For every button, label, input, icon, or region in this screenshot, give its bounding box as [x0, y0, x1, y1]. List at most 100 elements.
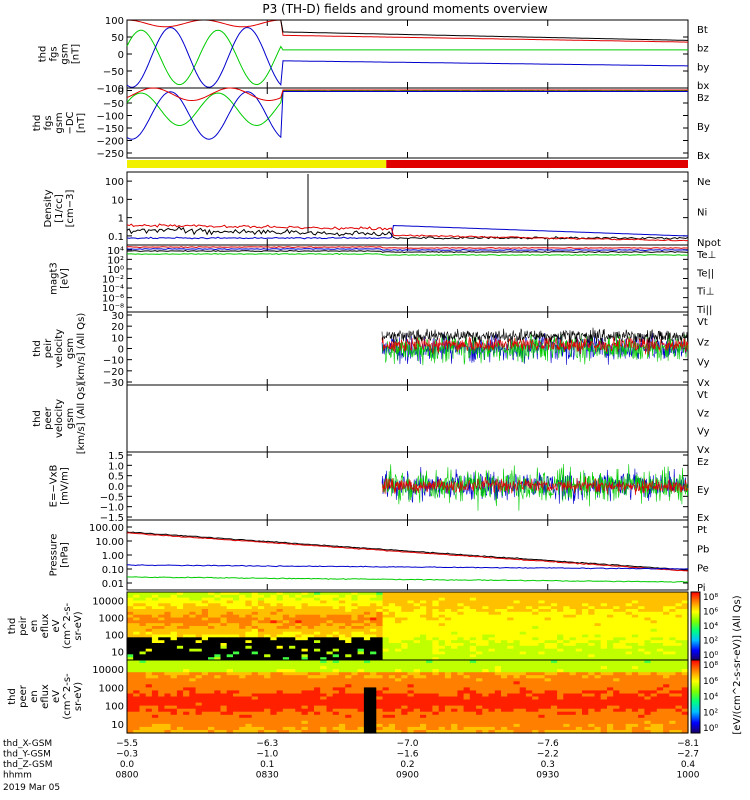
heatmap-cell	[588, 592, 596, 596]
heatmap-cell	[282, 628, 290, 633]
heatmap-cell	[164, 684, 172, 688]
heatmap-cell	[463, 666, 471, 670]
heatmap-cell	[469, 687, 477, 691]
heatmap-cell	[644, 637, 652, 641]
heatmap-cell	[675, 623, 683, 627]
heatmap-cell	[145, 699, 153, 704]
colorbar-tick: 10⁸	[703, 593, 718, 603]
heatmap-cell	[295, 609, 303, 613]
heatmap-cell	[519, 651, 527, 655]
heatmap-cell	[582, 681, 589, 685]
heatmap-cell	[557, 711, 564, 716]
heatmap-cell	[557, 666, 564, 670]
heatmap-cell	[663, 663, 670, 667]
heatmap-cell	[276, 645, 284, 650]
heatmap-cell	[482, 726, 490, 731]
heatmap-cell	[158, 623, 165, 627]
heatmap-cell	[139, 699, 147, 704]
heatmap-cell	[525, 626, 533, 630]
heatmap-cell	[307, 678, 315, 682]
heatmap-cell	[563, 678, 571, 682]
heatmap-cell	[189, 594, 197, 599]
heatmap-cell	[594, 684, 602, 688]
heatmap-cell	[631, 672, 639, 676]
heatmap-cell	[239, 705, 246, 710]
heatmap-cell	[388, 645, 396, 650]
heatmap-cell	[438, 648, 446, 653]
heatmap-cell	[513, 631, 521, 636]
heatmap-cell	[401, 609, 409, 613]
heatmap-cell	[357, 645, 365, 650]
heatmap-cell	[675, 730, 683, 734]
heatmap-cell	[133, 623, 140, 627]
heatmap-cell	[158, 643, 165, 647]
heatmap-cell	[469, 675, 477, 679]
heatmap-cell	[357, 730, 365, 734]
heatmap-cell	[233, 693, 240, 698]
colorbar-tick: 10⁴	[703, 693, 718, 703]
heatmap-cell	[251, 597, 259, 602]
heatmap-cell	[650, 672, 658, 676]
heatmap-cell	[532, 626, 539, 630]
heatmap-cell	[426, 643, 433, 647]
heatmap-cell	[382, 714, 390, 719]
heatmap-cell	[220, 678, 228, 682]
heatmap-cell	[351, 606, 359, 610]
heatmap-cell	[420, 666, 427, 670]
heatmap-cell	[176, 594, 184, 599]
heatmap-cell	[326, 684, 334, 688]
heatmap-cell	[326, 672, 334, 676]
heatmap-cell	[501, 617, 508, 621]
heatmap-cell	[519, 669, 527, 673]
heatmap-cell	[289, 631, 296, 636]
heatmap-cell	[600, 672, 608, 676]
heatmap-cell	[444, 708, 452, 713]
heatmap-cell	[401, 657, 409, 661]
heatmap-cell	[525, 669, 533, 673]
heatmap-cell	[575, 626, 583, 630]
heatmap-cell	[519, 592, 527, 596]
heatmap-cell	[438, 696, 446, 701]
heatmap-cell	[600, 609, 608, 613]
heatmap-cell	[282, 603, 290, 607]
heatmap-cell	[382, 669, 390, 673]
heatmap-cell	[550, 711, 558, 716]
heatmap-cell	[557, 690, 564, 694]
heatmap-cell	[164, 611, 172, 616]
heatmap-cell	[619, 690, 627, 694]
heatmap-cell	[451, 617, 458, 621]
heatmap-cell	[208, 637, 215, 641]
heatmap-cell	[370, 699, 377, 704]
heatmap-cell	[438, 634, 446, 638]
ephemeris-value: 0830	[256, 771, 279, 781]
heatmap-cell	[550, 681, 558, 685]
heatmap-cell	[183, 660, 190, 664]
heatmap-cell	[314, 597, 321, 602]
heatmap-cell	[388, 600, 396, 604]
heatmap-cell	[270, 637, 278, 641]
heatmap-cell	[563, 617, 571, 621]
heatmap-cell	[476, 699, 483, 704]
heatmap-cell	[681, 699, 689, 704]
y-tick-label: 10⁻⁴	[102, 284, 124, 295]
heatmap-cell	[631, 600, 639, 604]
heatmap-cell	[550, 699, 558, 704]
heatmap-cell	[289, 687, 296, 691]
heatmap-cell	[669, 623, 677, 627]
heatmap-cell	[613, 634, 620, 638]
heatmap-cell	[656, 730, 664, 734]
heatmap-cell	[251, 723, 259, 728]
heatmap-cell	[588, 623, 596, 627]
heatmap-cell	[257, 631, 265, 636]
heatmap-cell	[332, 657, 340, 661]
heatmap-cell	[133, 696, 140, 701]
heatmap-cell	[600, 663, 608, 667]
heatmap-cell	[345, 643, 352, 647]
heatmap-cell	[289, 702, 296, 707]
heatmap-cell	[650, 663, 658, 667]
heatmap-cell	[301, 696, 309, 701]
heatmap-cell	[638, 714, 645, 719]
heatmap-cell	[208, 675, 215, 679]
heatmap-cell	[619, 687, 627, 691]
heatmap-cell	[457, 648, 465, 653]
